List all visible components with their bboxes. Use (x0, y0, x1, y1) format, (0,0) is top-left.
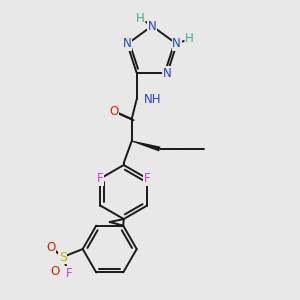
Text: N: N (163, 67, 172, 80)
Text: F: F (97, 172, 104, 185)
Text: NH: NH (144, 92, 161, 106)
Text: N: N (172, 38, 181, 50)
Text: O: O (46, 241, 55, 254)
Text: O: O (109, 104, 118, 118)
Text: N: N (123, 38, 132, 50)
Text: N: N (148, 20, 156, 32)
Polygon shape (132, 141, 160, 152)
Text: F: F (65, 266, 72, 280)
Text: H: H (185, 32, 194, 46)
Text: H: H (136, 11, 144, 25)
Text: S: S (59, 250, 67, 263)
Text: O: O (50, 265, 59, 278)
Text: F: F (144, 172, 150, 185)
